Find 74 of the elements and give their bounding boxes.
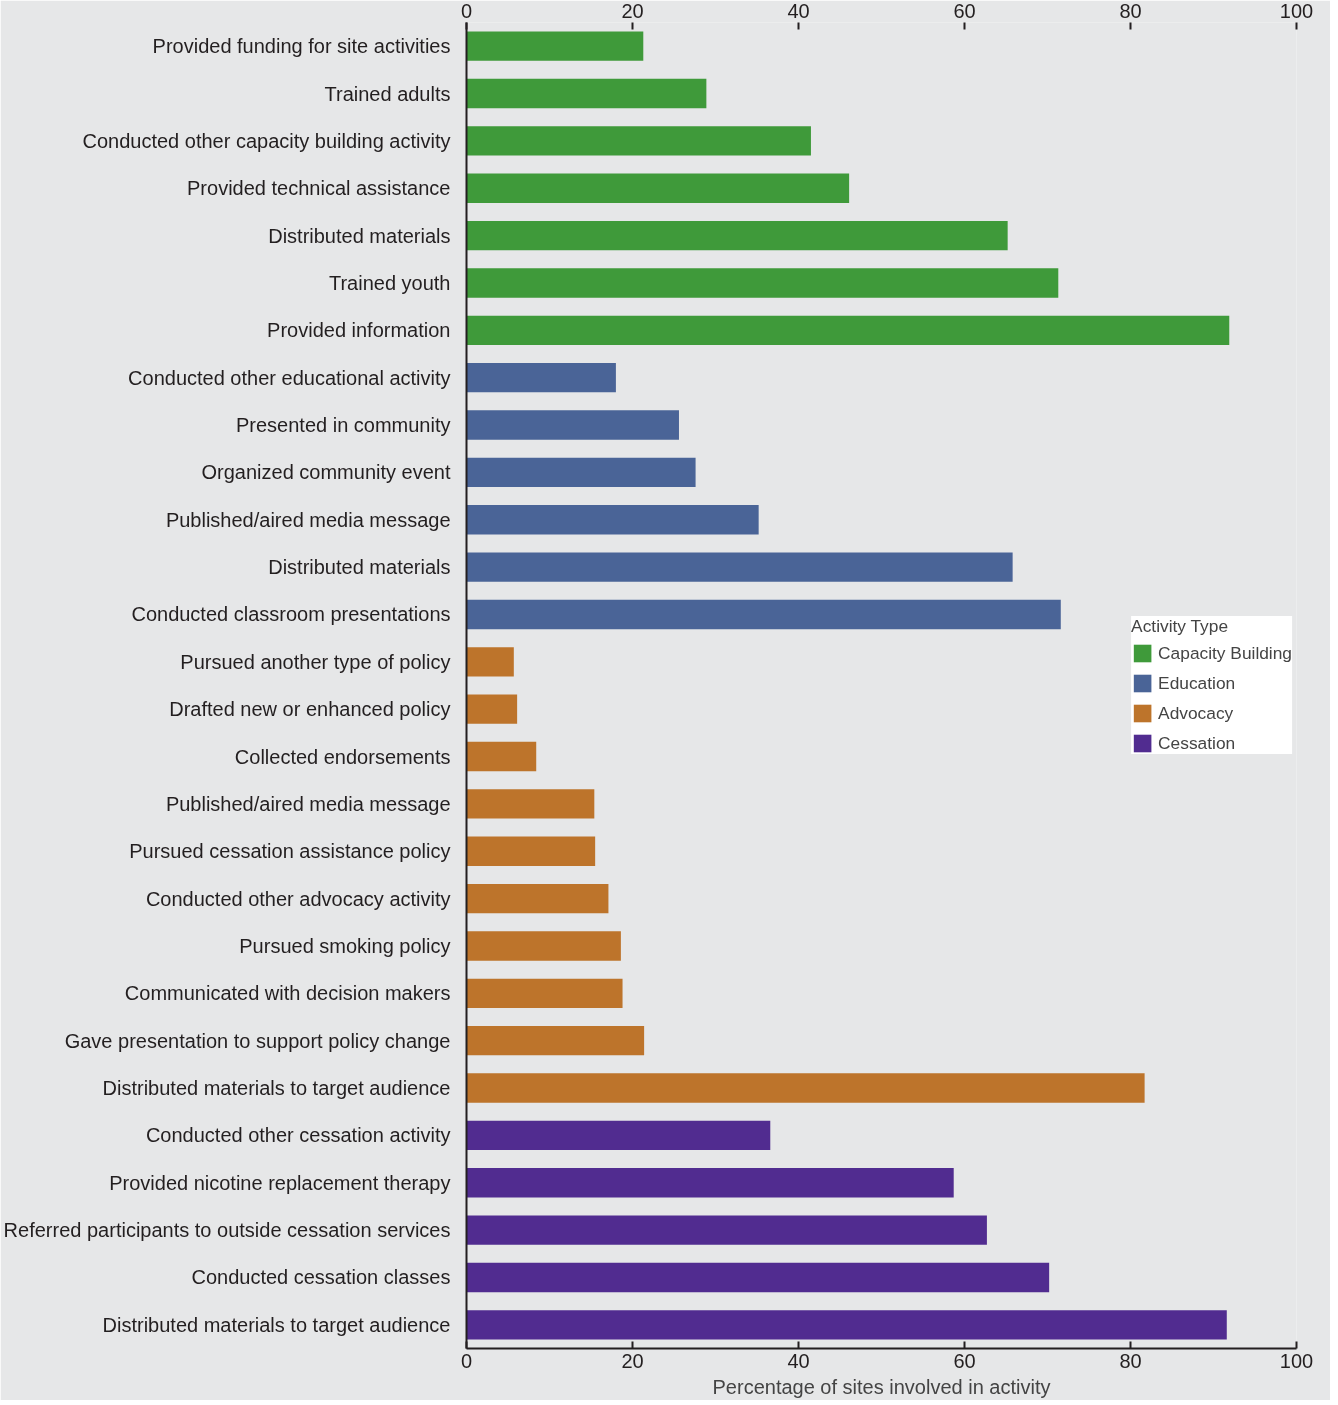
bar: [466, 268, 1059, 298]
bar: [466, 457, 696, 488]
bar: [466, 78, 707, 109]
y-tick-label: Provided funding for site activities: [152, 35, 451, 58]
y-tick-label: Distributed materials to target audience: [102, 1313, 451, 1336]
x-tick-label: 60: [953, 0, 976, 22]
x-tick-label: 40: [787, 0, 810, 22]
y-tick-label: Conducted cessation classes: [191, 1266, 451, 1289]
bar: [466, 931, 621, 961]
x-tick-label: 80: [1119, 0, 1142, 22]
legend-label: Education: [1158, 672, 1236, 694]
bar: [466, 1120, 771, 1151]
y-tick-label: Published/aired media message: [165, 508, 451, 531]
x-tick-label: 20: [621, 0, 644, 22]
bar: [466, 883, 609, 914]
y-tick-label: Communicated with decision makers: [124, 982, 451, 1005]
y-tick-label: Distributed materials to target audience: [102, 1077, 451, 1100]
y-tick-label: Drafted new or enhanced policy: [169, 698, 451, 721]
y-tick-label: Provided technical assistance: [187, 177, 451, 200]
bar: [466, 1073, 1145, 1103]
y-tick-label: Distributed materials: [268, 556, 451, 579]
y-tick-label: Collected endorsements: [234, 745, 451, 768]
x2-tick-label: 100: [1279, 1349, 1314, 1372]
y-tick-label: Pursued cessation assistance policy: [129, 840, 451, 863]
bar: [466, 836, 596, 866]
y-tick-label: Provided nicotine replacement therapy: [109, 1171, 451, 1194]
y-tick-label: Conducted other advocacy activity: [145, 887, 451, 910]
y-tick-label: Trained adults: [324, 82, 451, 105]
bar: [466, 694, 518, 724]
x2-tick-label: 40: [787, 1349, 810, 1372]
y-tick-label: Published/aired media message: [165, 792, 451, 815]
legend-label: Cessation: [1158, 732, 1236, 754]
x2-tick-label: 80: [1119, 1349, 1142, 1372]
y-tick-label: Referred participants to outside cessation services: [3, 1219, 451, 1242]
legend-label: Capacity Building: [1158, 642, 1292, 664]
y-tick-label: Conducted other capacity building activity: [82, 129, 451, 152]
y-tick-label: Gave presentation to support policy change: [64, 1029, 451, 1052]
y-tick-label: Conducted other educational activity: [128, 366, 451, 389]
x-tick-label: 100: [1279, 0, 1314, 22]
bar: [466, 1310, 1227, 1340]
bar: [466, 363, 616, 393]
bar: [466, 1262, 1050, 1293]
y-tick-label: Presented in community: [235, 414, 451, 437]
x2-tick-label: 60: [953, 1349, 976, 1372]
bar: [466, 220, 1008, 251]
legend-label: Advocacy: [1158, 702, 1234, 724]
bar: [466, 552, 1013, 582]
bar: [466, 1168, 954, 1198]
bar: [466, 126, 811, 156]
y-tick-label: Trained youth: [328, 271, 451, 294]
x2-tick-label: 0: [460, 1349, 473, 1372]
bar: [466, 741, 537, 772]
x2-tick-label: 20: [621, 1349, 644, 1372]
x-tick-label: 0: [460, 0, 473, 22]
bar: [466, 505, 759, 535]
x-axis-title: Percentage of sites involved in activity: [712, 1375, 1051, 1398]
y-tick-label: Conducted other cessation activity: [145, 1124, 451, 1147]
y-tick-label: Provided information: [267, 319, 451, 342]
bar: [466, 978, 623, 1008]
bar: [466, 789, 595, 819]
bar: [466, 315, 1230, 345]
bar: [466, 599, 1061, 630]
bar: [466, 31, 644, 61]
bar: [466, 1215, 987, 1245]
bar: [466, 1026, 645, 1056]
y-tick-label: Conducted classroom presentations: [131, 603, 451, 626]
bar: [466, 410, 679, 440]
bar: [466, 647, 514, 677]
legend-title: Activity Type: [1131, 616, 1230, 637]
y-tick-label: Pursued another type of policy: [180, 650, 451, 673]
y-tick-label: Pursued smoking policy: [239, 934, 451, 957]
y-tick-label: Distributed materials: [268, 224, 451, 247]
bar: [466, 173, 850, 203]
y-tick-label: Organized community event: [201, 461, 451, 484]
